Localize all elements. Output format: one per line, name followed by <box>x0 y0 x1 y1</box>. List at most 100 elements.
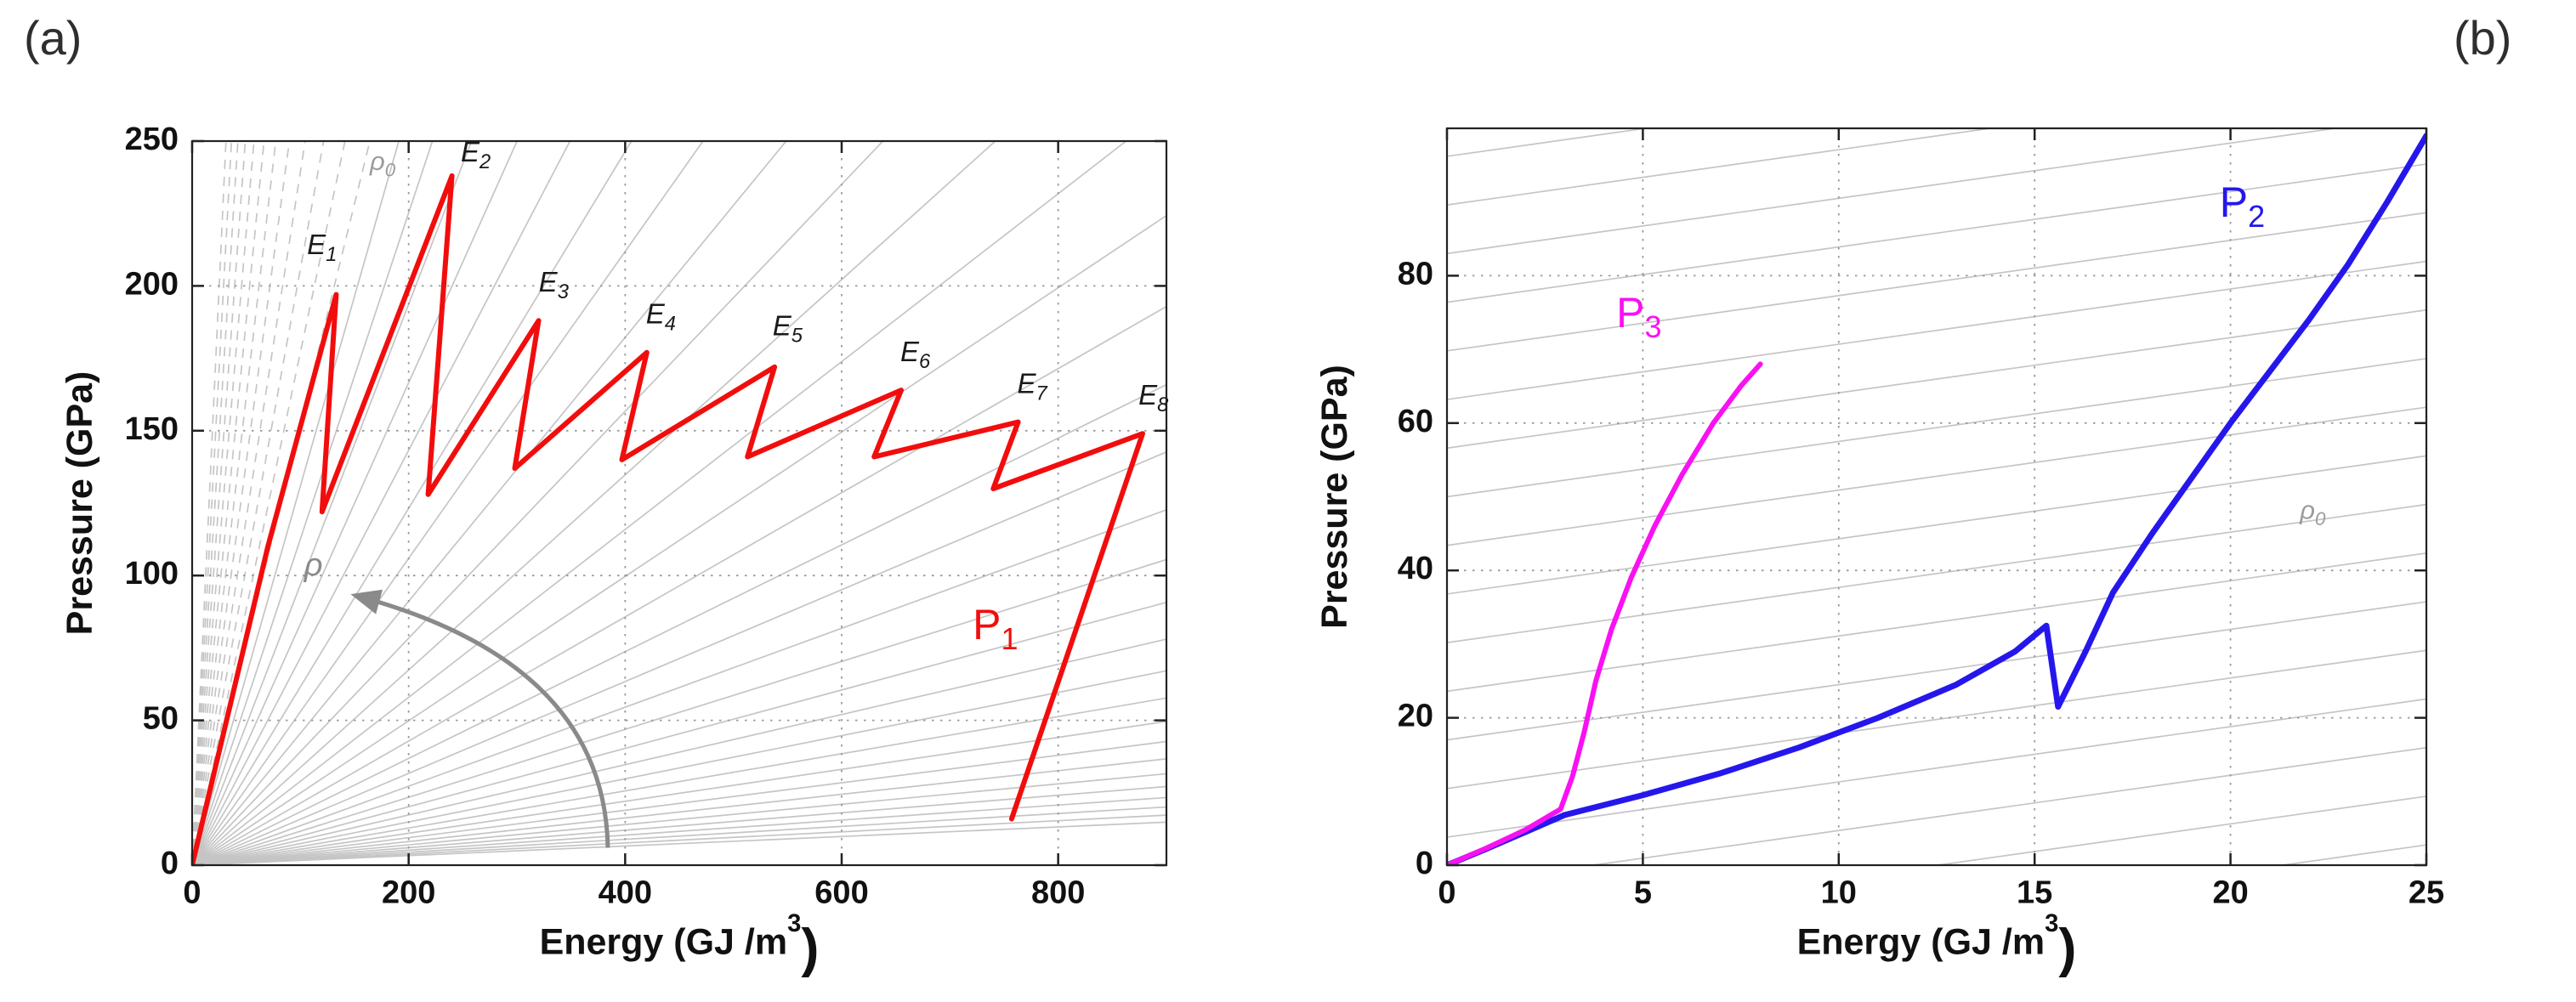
isochore-line <box>1447 309 2426 450</box>
plot-area-a <box>192 173 1145 865</box>
annotations-b: P2 P3 ρ0 <box>1616 178 2326 529</box>
isochore-line <box>192 141 306 865</box>
isochore-line <box>192 141 291 865</box>
x-tick-label: 10 <box>1821 875 1857 910</box>
isochore-line <box>192 141 277 865</box>
isochore-line <box>192 141 325 865</box>
y-tick-label: 50 <box>143 701 179 737</box>
isochore-line <box>192 141 227 865</box>
isochore-line <box>192 141 518 865</box>
isochore-line <box>1447 260 2426 400</box>
isochore-line <box>192 141 239 865</box>
x-tick-label: 800 <box>1031 875 1085 910</box>
axes-frame <box>190 139 1168 867</box>
axis-ticks-a: 0 200 400 600 800 0 50 100 150 200 250 <box>125 122 1166 910</box>
x-axis-label: Energy (GJ /m3) <box>1797 910 2077 978</box>
isochore-line <box>192 740 1166 865</box>
annotation-P2: P2 <box>2220 178 2265 234</box>
x-tick-label: 200 <box>382 875 435 910</box>
isochore-line <box>192 721 1166 865</box>
isochore-line <box>1447 698 2426 838</box>
isochore-line <box>1447 552 2426 693</box>
isochore-line <box>192 451 1166 865</box>
x-tick-label: 0 <box>1438 875 1455 910</box>
y-tick-label: 200 <box>125 266 179 302</box>
annotation-ρ0: ρ0 <box>2299 495 2326 529</box>
isochore-line <box>192 141 571 865</box>
series-P2 <box>1447 133 2426 865</box>
axis-ticks-b: 0 5 10 15 20 25 0 20 40 60 80 <box>1398 128 2444 910</box>
panel-a-label: (a) <box>24 11 82 65</box>
y-tick-label: 80 <box>1398 256 1433 292</box>
isochore-line <box>192 806 1166 865</box>
x-tick-label: 400 <box>599 875 652 910</box>
y-axis-label: Pressure (GPa) <box>60 371 100 636</box>
chart-panel-b: 0 5 10 15 20 25 0 20 40 60 80 Energy (GJ /m3) Pressu… <box>1314 127 2444 978</box>
isochore-line <box>192 558 1166 865</box>
isochore-line <box>1447 503 2426 644</box>
isochore-line <box>192 141 884 865</box>
annotation-E7: E7 <box>1017 367 1047 405</box>
annotation-E2: E2 <box>461 136 491 173</box>
x-tick-label: 0 <box>183 875 201 910</box>
y-tick-label: 150 <box>125 411 179 447</box>
isochore-line <box>192 697 1166 865</box>
isochore-line <box>1447 128 1996 207</box>
isochore-line <box>1447 128 2341 255</box>
x-tick-label: 15 <box>2017 875 2052 910</box>
y-tick-label: 100 <box>125 556 179 592</box>
annotation-ρ0: ρ0 <box>369 146 396 180</box>
isochore-lines-b <box>1447 128 2426 865</box>
isochore-line <box>1447 406 2426 546</box>
isochore-line <box>192 141 265 865</box>
isochore-line <box>192 821 1166 865</box>
isochore-line <box>192 141 434 865</box>
x-axis-label: Energy (GJ /m3) <box>540 910 820 978</box>
isochore-line <box>192 141 255 865</box>
isochore-line <box>192 141 633 865</box>
isochore-line <box>192 141 996 865</box>
isochore-line <box>192 141 400 865</box>
annotation-E8: E8 <box>1138 379 1169 416</box>
y-tick-label: 40 <box>1398 551 1433 586</box>
isochore-line <box>192 141 1127 865</box>
isochore-line <box>192 758 1166 865</box>
annotation-E5: E5 <box>773 309 803 347</box>
isochore-line <box>1587 746 2426 865</box>
y-tick-label: 0 <box>1416 846 1433 881</box>
plot-area-b <box>1447 133 2426 865</box>
annotation-E6: E6 <box>900 336 931 373</box>
x-tick-label: 25 <box>2409 875 2444 910</box>
isochore-line <box>192 773 1166 865</box>
isochore-line <box>192 141 346 865</box>
x-tick-label: 20 <box>2212 875 2248 910</box>
chart-panel-a: 0 200 400 600 800 0 50 100 150 200 250 Energy (GJ /… <box>60 122 1169 978</box>
annotation-E3: E3 <box>539 266 569 303</box>
isochore-line <box>192 601 1166 865</box>
x-tick-label: 5 <box>1634 875 1652 910</box>
isochore-line <box>192 141 233 865</box>
isochore-line <box>1447 128 1651 157</box>
y-tick-label: 0 <box>161 846 179 881</box>
isochore-line <box>192 509 1166 865</box>
annotation-E1: E1 <box>307 229 337 266</box>
isochore-line <box>1447 601 2426 741</box>
isochore-line <box>1447 212 2426 352</box>
density-direction-arrow <box>350 589 610 848</box>
isochore-line <box>192 638 1166 865</box>
isochore-line <box>192 796 1166 865</box>
y-axis-label: Pressure (GPa) <box>1314 365 1355 629</box>
panel-b-label: (b) <box>2454 11 2512 65</box>
isochore-line <box>192 305 1166 865</box>
y-tick-label: 60 <box>1398 404 1433 439</box>
x-tick-label: 600 <box>814 875 868 910</box>
isochore-line <box>1932 795 2426 865</box>
isochore-line <box>192 214 1166 865</box>
isochore-line <box>192 670 1166 865</box>
grid-b <box>1447 128 2426 865</box>
series-P3 <box>1447 361 1763 865</box>
isochore-line <box>192 814 1166 865</box>
annotation-E4: E4 <box>646 298 676 336</box>
